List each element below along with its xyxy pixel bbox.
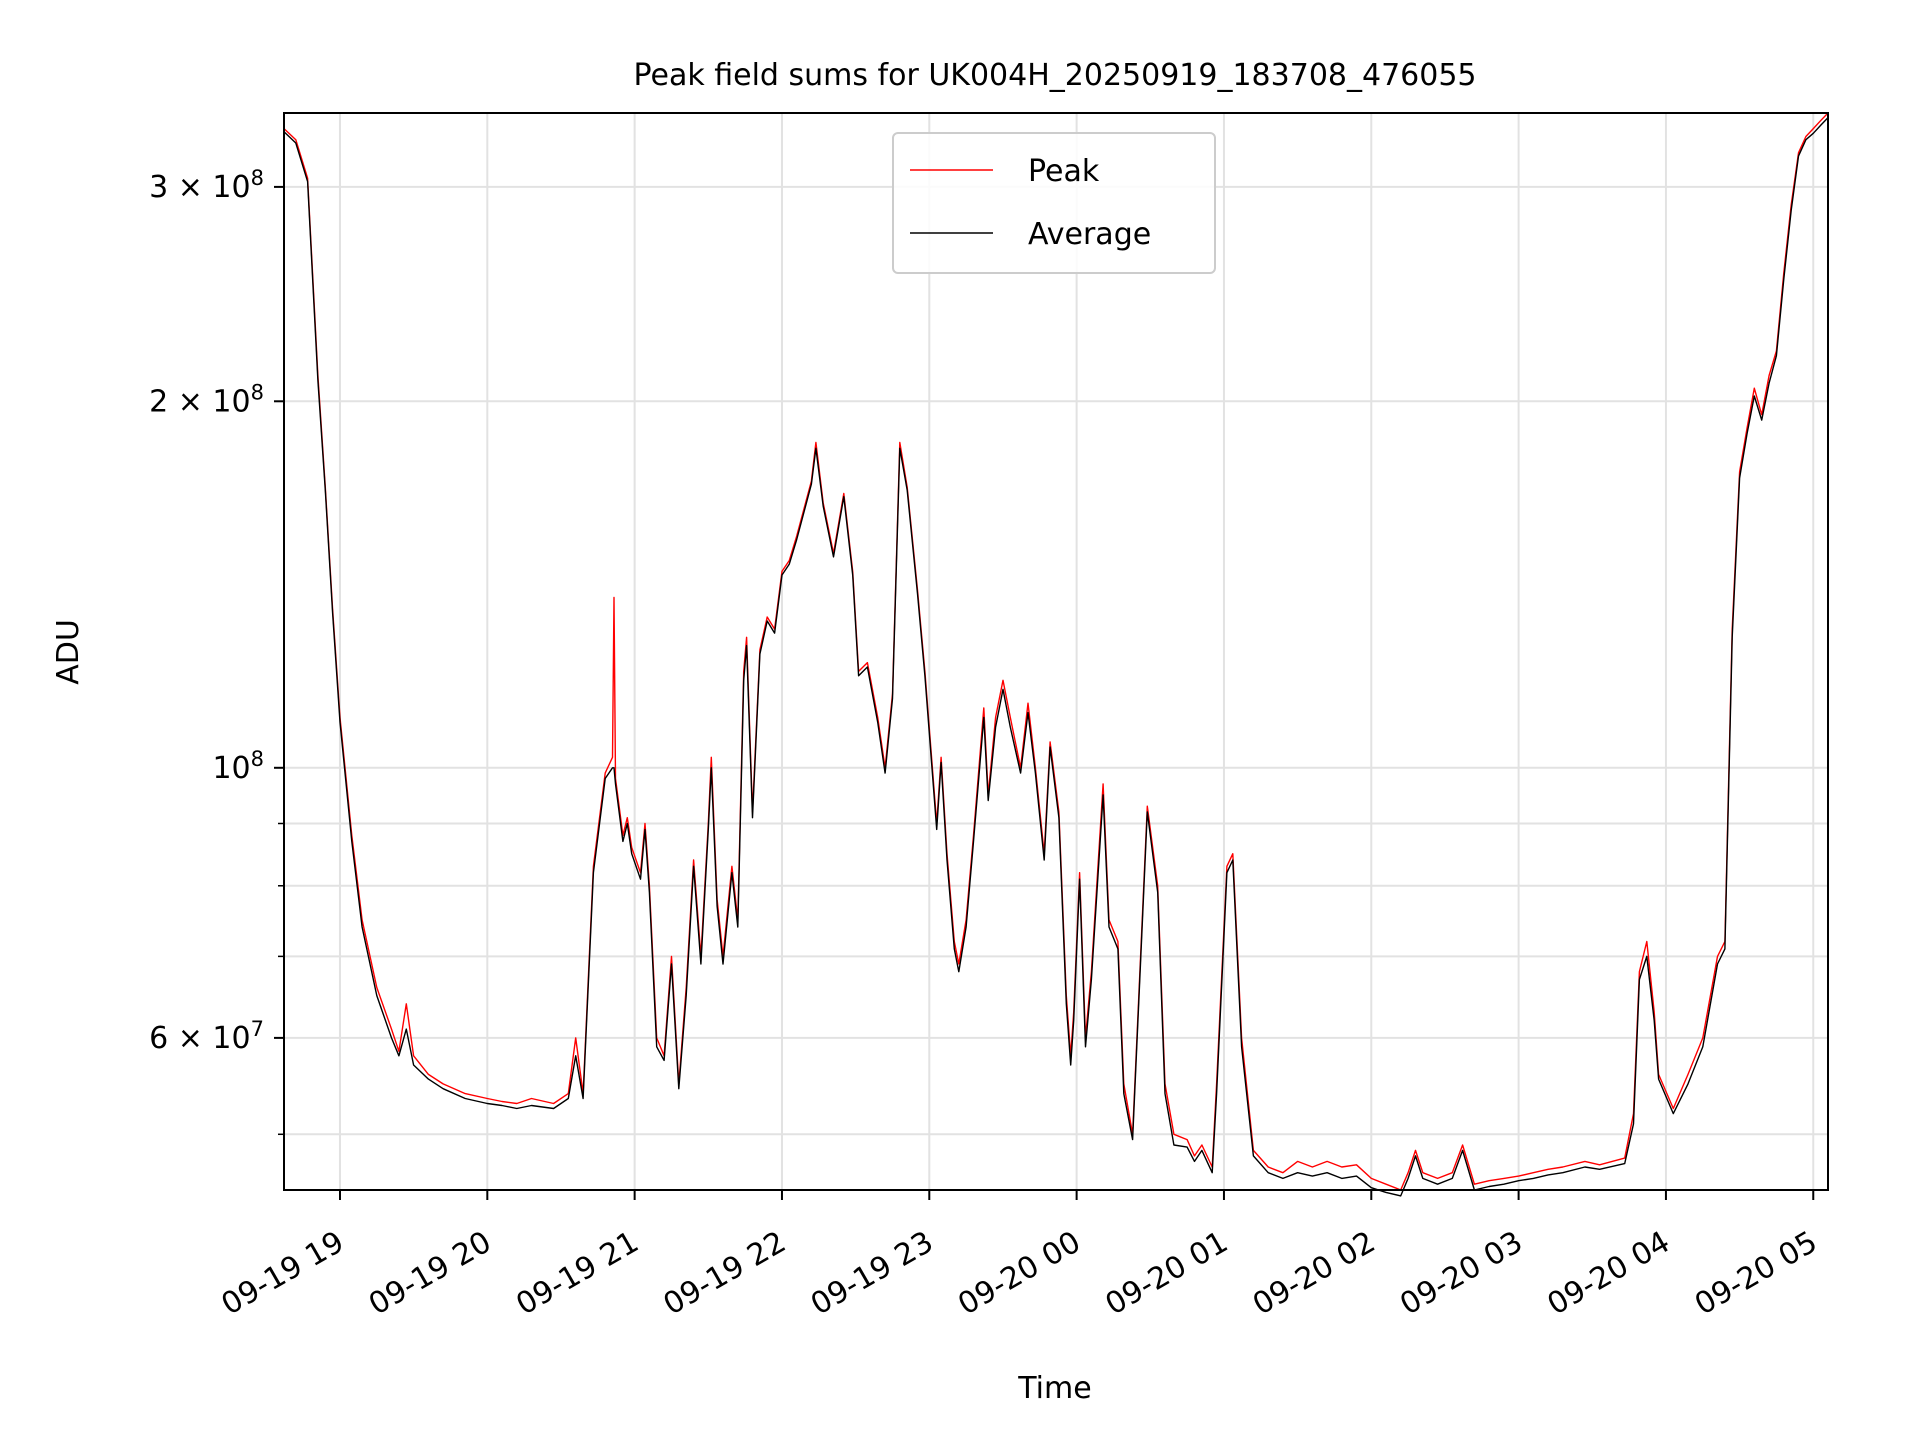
y-tick-mantissa: 6 × 10 <box>149 1021 250 1056</box>
series-line-peak <box>283 112 1829 1191</box>
y-axis-label: ADU <box>51 619 86 685</box>
x-axis-label: Time <box>1017 1371 1091 1406</box>
legend-label-peak: Peak <box>1028 154 1100 189</box>
y-tick-label: 6 × 107 <box>149 1017 264 1056</box>
y-tick-mantissa: 10 <box>212 751 250 786</box>
y-tick-label: 108 <box>212 747 264 786</box>
y-tick-mantissa: 3 × 10 <box>149 170 250 205</box>
plot-lines <box>283 112 1829 1197</box>
y-tick-exponent: 8 <box>251 747 264 771</box>
y-tick-exponent: 7 <box>251 1017 264 1041</box>
legend-label-average: Average <box>1028 217 1151 252</box>
y-tick-exponent: 8 <box>251 166 264 190</box>
series-line-average <box>283 117 1829 1197</box>
y-tick-label: 2 × 108 <box>149 380 264 419</box>
y-tick-exponent: 8 <box>251 380 264 404</box>
y-tick-label: 3 × 108 <box>149 166 264 205</box>
legend: Peak Average <box>892 132 1216 274</box>
chart-title: Peak field sums for UK004H_20250919_1837… <box>633 58 1476 93</box>
plot-frame <box>283 112 1829 1191</box>
y-tick-mantissa: 2 × 10 <box>149 384 250 419</box>
legend-box <box>892 132 1216 274</box>
